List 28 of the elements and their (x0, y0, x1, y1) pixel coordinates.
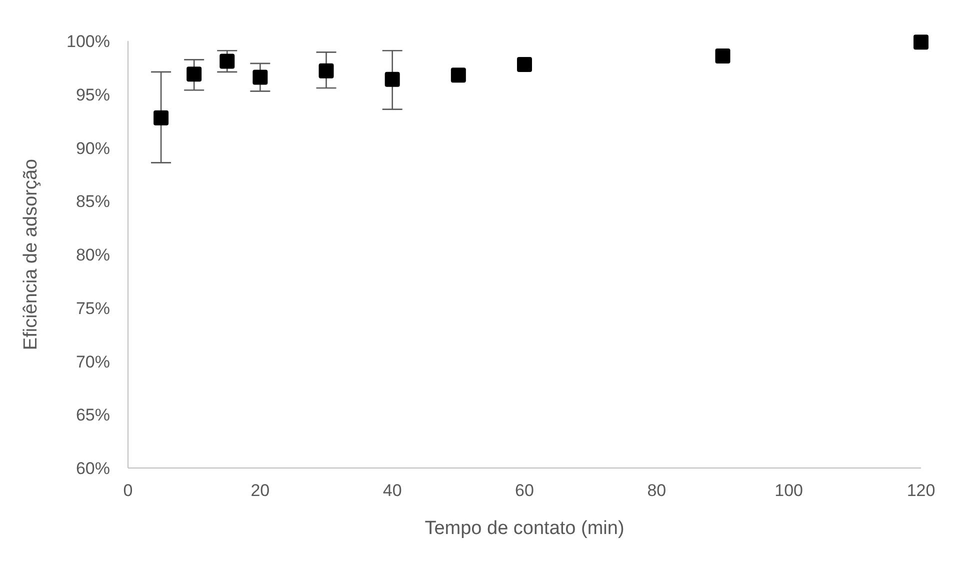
point (154, 110, 169, 126)
x-tick-label: 80 (647, 481, 666, 500)
y-tick-label: 75% (76, 298, 110, 318)
x-axis-title: Tempo de contato (min) (424, 518, 624, 539)
x-tick-label: 60 (515, 481, 534, 500)
y-tick-label: 95% (76, 85, 110, 104)
point (252, 70, 268, 85)
y-tick-label: 100% (66, 32, 110, 52)
x-tick-label: 100 (774, 481, 804, 500)
point (715, 48, 730, 64)
x-tick-label: 120 (906, 481, 936, 500)
y-tick-label: 70% (76, 352, 110, 372)
point (517, 56, 532, 72)
point (186, 66, 202, 82)
x-tick-label: 0 (123, 481, 133, 500)
x-tick-label: 40 (382, 481, 402, 500)
y-axis-title: Eficiência de adsorção (20, 158, 42, 350)
y-tick-label: 65% (76, 406, 110, 425)
y-tick-label: 80% (76, 246, 110, 265)
x-tick-label: 20 (250, 481, 270, 500)
point (318, 63, 334, 78)
point (450, 68, 466, 83)
point (384, 72, 400, 87)
y-tick-label: 90% (76, 138, 110, 158)
point (914, 34, 928, 50)
y-tick-label: 85% (76, 192, 110, 212)
y-tick-label: 60% (76, 459, 110, 478)
point (220, 54, 235, 69)
